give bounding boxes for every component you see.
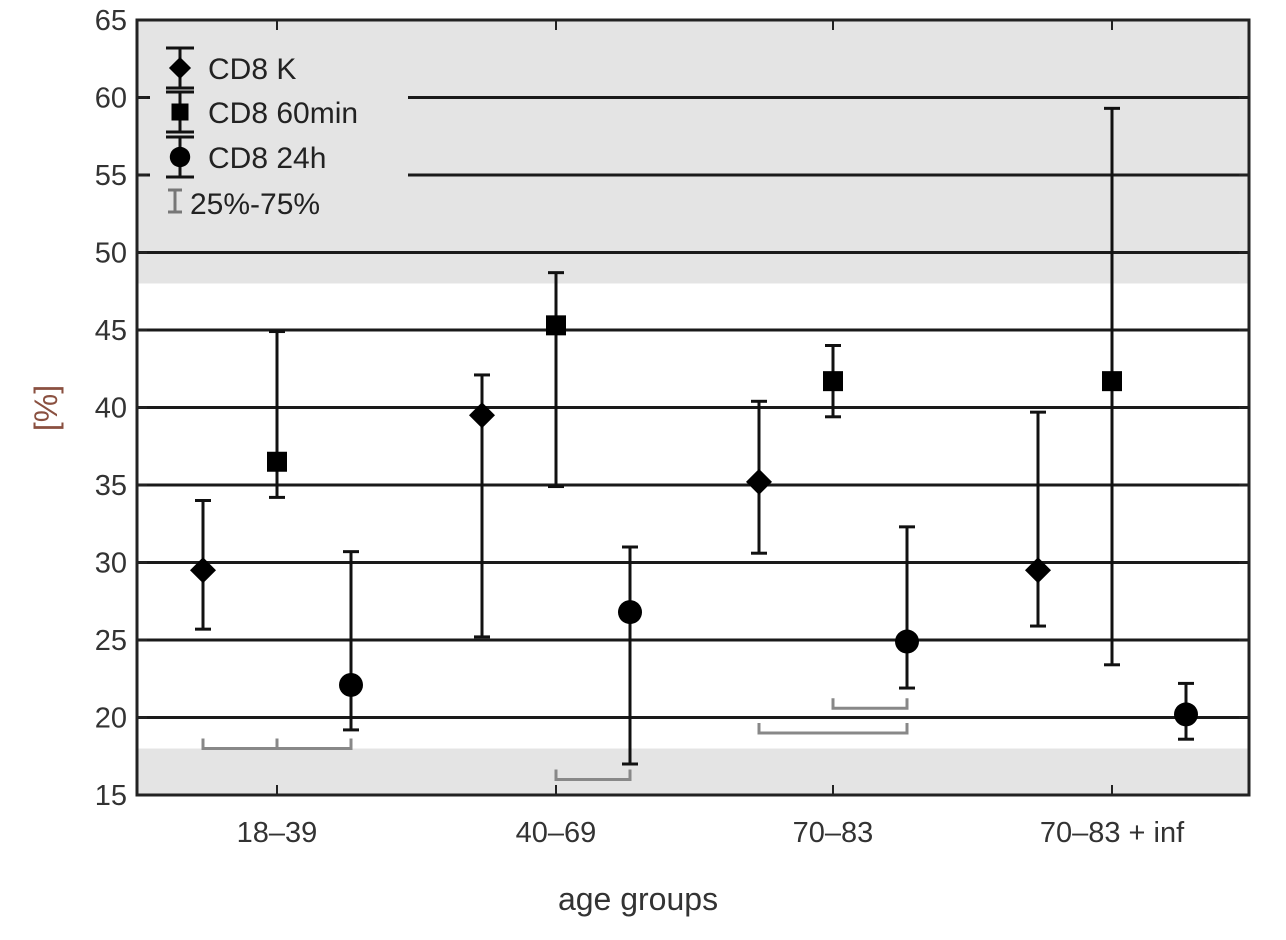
point-circle: [618, 600, 642, 625]
point-square: [546, 315, 566, 336]
x-axis-ticks: 18–39 40–69 70–83 70–83 + inf: [237, 20, 1185, 849]
legend-label: CD8 60min: [208, 97, 358, 130]
y-tick-label: 40: [95, 393, 127, 425]
legend-marker-square: [171, 103, 189, 121]
legend-marker-circle: [169, 146, 191, 168]
shaded-band-0: [137, 748, 1249, 795]
legend-background: [150, 35, 408, 225]
legend: CD8 K CD8 60min CD8 24h 25%-75%: [150, 35, 408, 225]
significance-brackets: [201, 698, 909, 781]
legend-label: CD8 24h: [208, 142, 326, 175]
point-circle: [895, 629, 919, 654]
point-circle: [1174, 702, 1198, 727]
data-markers: [190, 315, 1198, 727]
x-tick-label: 70–83 + inf: [1040, 817, 1185, 849]
point-diamond: [190, 557, 216, 584]
legend-marker-diamond: [168, 56, 192, 80]
x-tick-label: 18–39: [237, 817, 318, 849]
significance-bracket: [554, 769, 632, 781]
y-tick-label: 20: [95, 703, 127, 735]
legend-range-label: 25%-75%: [190, 188, 320, 221]
significance-bracket: [831, 698, 909, 710]
point-square: [823, 371, 843, 392]
x-tick-label: 40–69: [516, 817, 597, 849]
significance-bracket: [275, 738, 353, 750]
y-tick-label: 50: [95, 238, 127, 270]
x-tick-label: 70–83: [793, 817, 874, 849]
y-tick-label: 15: [95, 780, 127, 812]
legend-label: CD8 K: [208, 53, 296, 86]
significance-bracket: [757, 723, 909, 735]
y-tick-label: 35: [95, 470, 127, 502]
y-axis-label: [%]: [28, 385, 64, 431]
y-tick-label: 25: [95, 625, 127, 657]
y-tick-label: 65: [95, 5, 127, 37]
point-diamond: [469, 402, 495, 429]
y-tick-label: 60: [95, 83, 127, 115]
y-tick-label: 30: [95, 548, 127, 580]
x-axis-label: age groups: [558, 881, 718, 917]
point-diamond: [1025, 557, 1051, 584]
point-square: [267, 451, 287, 472]
y-axis-ticks: 15 20 25 30 35 40 45 50 55 60 65: [95, 5, 1249, 812]
point-circle: [339, 672, 363, 697]
point-diamond: [746, 468, 772, 495]
y-tick-label: 45: [95, 315, 127, 347]
y-tick-label: 55: [95, 160, 127, 192]
point-square: [1102, 371, 1122, 392]
